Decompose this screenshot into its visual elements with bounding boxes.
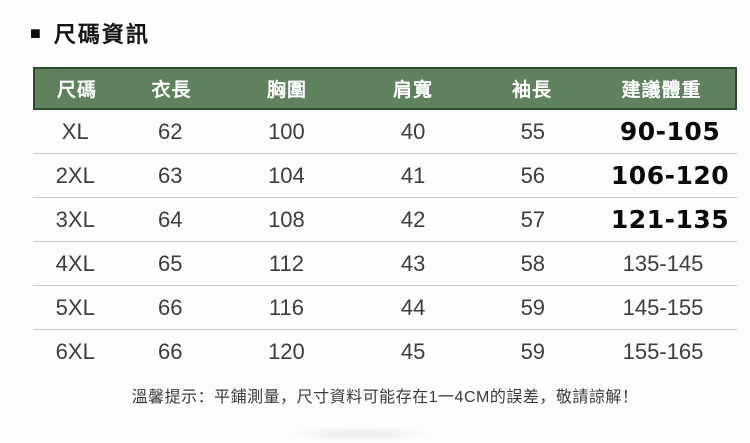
cell-sleeve: 59: [520, 294, 546, 320]
table-row: XL 62 100 40 55 90-105: [33, 110, 737, 154]
cell-weight: 106-120: [610, 161, 730, 190]
page-title: 尺碼資訊: [53, 22, 150, 47]
cell-length: 64: [158, 206, 183, 232]
cell-chest: 112: [268, 250, 304, 276]
cell-shoulder: 45: [400, 339, 426, 364]
table-header-row: 尺碼 衣長 胸圍 肩寬 袖長 建議體重: [33, 67, 737, 110]
table-row: 4XL 65 112 43 58 135-145: [33, 242, 737, 286]
cell-sleeve: 56: [520, 162, 546, 188]
cell-size: 5XL: [55, 294, 95, 320]
cell-size: XL: [61, 118, 89, 144]
cell-chest: 108: [268, 206, 305, 232]
table-row: 5XL 66 116 44 59 145-155: [33, 286, 737, 330]
table-row: 2XL 63 104 41 56 106-120: [33, 154, 737, 198]
cell-chest: 120: [268, 339, 305, 364]
cropped-content-smudge: [285, 427, 435, 441]
cell-weight: 145-155: [622, 294, 704, 320]
cell-size: 4XL: [55, 250, 95, 276]
cell-length: 63: [158, 162, 183, 188]
cell-weight: 121-135: [610, 205, 730, 234]
cell-weight: 155-165: [622, 339, 704, 364]
measurement-disclaimer: 溫馨提示：平鋪測量，尺寸資料可能存在1一4CM的誤差，敬請諒解！: [131, 389, 639, 406]
cell-sleeve: 58: [520, 250, 546, 276]
cell-weight: 135-145: [622, 250, 704, 276]
cell-length: 66: [158, 294, 183, 320]
table-row: 6XL 66 120 45 59 155-165: [33, 330, 737, 374]
header-cell-sleeve: 袖長: [511, 80, 552, 101]
section-title: ■ 尺碼資訊: [30, 17, 150, 49]
cell-sleeve: 59: [520, 339, 546, 364]
table-row: 3XL 64 108 42 57 121-135: [33, 198, 737, 242]
cell-sleeve: 55: [520, 118, 546, 144]
header-cell-chest: 胸圍: [266, 80, 307, 101]
cell-length: 62: [158, 118, 183, 144]
cell-size: 3XL: [55, 206, 95, 232]
cell-size: 2XL: [55, 162, 95, 188]
cell-shoulder: 43: [400, 250, 426, 276]
cell-shoulder: 44: [400, 294, 426, 320]
cell-shoulder: 42: [400, 206, 426, 232]
header-cell-length: 衣長: [151, 80, 192, 101]
cell-chest: 100: [268, 118, 305, 144]
cell-shoulder: 40: [400, 118, 426, 144]
square-bullet-icon: ■: [30, 23, 41, 43]
cell-weight: 90-105: [619, 117, 721, 146]
cell-length: 65: [158, 250, 183, 276]
cell-length: 66: [158, 339, 183, 364]
header-cell-weight: 建議體重: [621, 80, 702, 101]
cell-shoulder: 41: [400, 162, 426, 188]
cell-sleeve: 57: [520, 206, 546, 232]
cell-size: 6XL: [55, 339, 95, 364]
cell-chest: 104: [268, 162, 305, 188]
cell-chest: 116: [268, 294, 304, 320]
size-table: 尺碼 衣長 胸圍 肩寬 袖長 建議體重 XL 62 100 40 55 90-1…: [33, 67, 737, 374]
header-cell-size: 尺碼: [56, 80, 97, 101]
header-cell-shoulder: 肩寬: [392, 80, 433, 101]
